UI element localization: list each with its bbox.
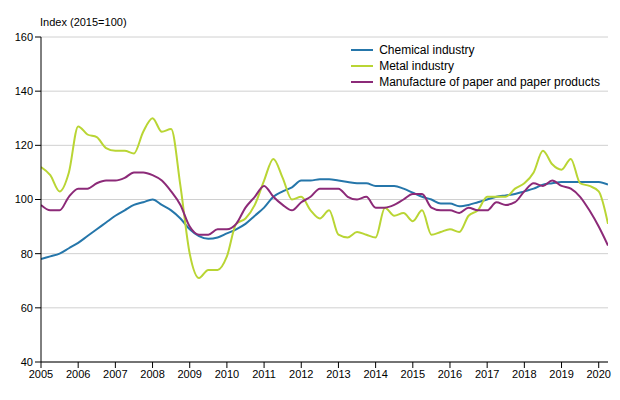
svg-text:2019: 2019	[549, 368, 573, 380]
svg-text:2012: 2012	[289, 368, 313, 380]
svg-text:120: 120	[15, 139, 33, 151]
svg-text:40: 40	[21, 356, 33, 368]
svg-text:80: 80	[21, 248, 33, 260]
svg-text:2017: 2017	[475, 368, 499, 380]
svg-text:2014: 2014	[363, 368, 387, 380]
svg-text:60: 60	[21, 302, 33, 314]
html-text:Chemical industry: Chemical industry	[379, 43, 475, 57]
svg-text:2005: 2005	[29, 368, 53, 380]
html-text:Manufacture of paper and paper: Manufacture of paper and paper products	[379, 75, 600, 89]
html-text:Metal industry: Metal industry	[379, 59, 454, 73]
svg-text:2009: 2009	[177, 368, 201, 380]
svg-text:2018: 2018	[512, 368, 536, 380]
svg-text:2013: 2013	[326, 368, 350, 380]
svg-text:100: 100	[15, 193, 33, 205]
svg-text:2007: 2007	[103, 368, 127, 380]
svg-text:2011: 2011	[252, 368, 276, 380]
svg-text:2010: 2010	[215, 368, 239, 380]
svg-text:2008: 2008	[140, 368, 164, 380]
svg-text:2020: 2020	[586, 368, 610, 380]
html-text:Index (2015=100): Index (2015=100)	[40, 16, 127, 28]
svg-text:2016: 2016	[438, 368, 462, 380]
svg-text:2006: 2006	[66, 368, 90, 380]
svg-text:140: 140	[15, 85, 33, 97]
svg-text:2015: 2015	[401, 368, 425, 380]
svg-text:160: 160	[15, 31, 33, 43]
